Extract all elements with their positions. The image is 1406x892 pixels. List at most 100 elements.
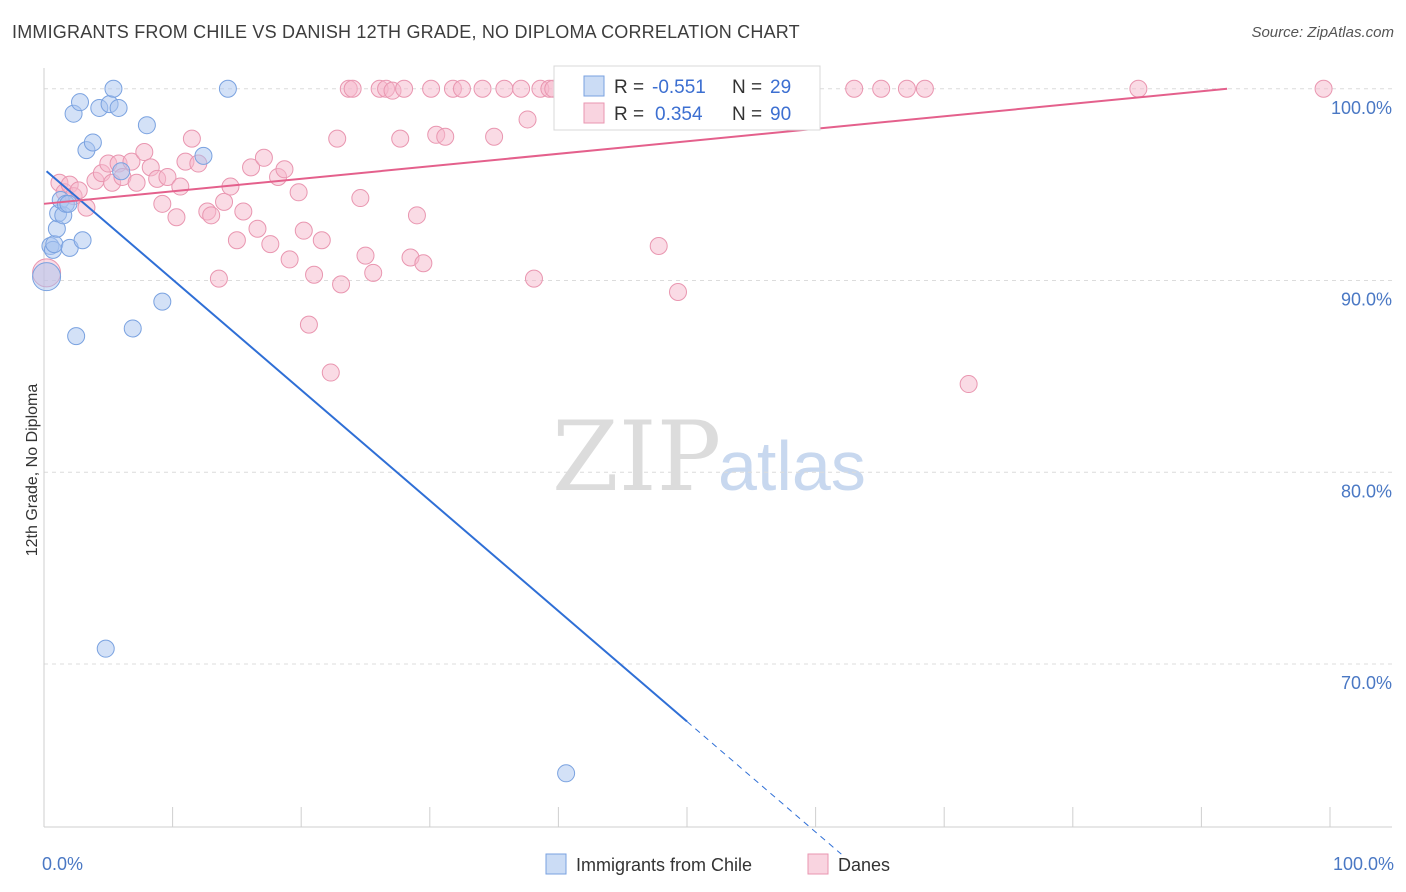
chart-title: IMMIGRANTS FROM CHILE VS DANISH 12TH GRA… <box>12 22 800 42</box>
point-chile <box>71 93 90 112</box>
point-danes <box>289 183 308 202</box>
x-tick-label: 100.0% <box>1333 854 1394 874</box>
series-legend: Immigrants from Chile Danes <box>545 853 890 875</box>
point-danes <box>485 127 504 146</box>
point-danes <box>351 189 370 208</box>
legend-r-label-chile: R = <box>614 77 644 98</box>
watermark-zip: ZIP <box>552 401 721 513</box>
point-danes <box>242 158 261 177</box>
point-danes <box>299 315 318 334</box>
point-chile <box>218 79 237 98</box>
point-chile <box>123 319 142 338</box>
legend-n-label-danes: N = <box>732 104 762 125</box>
axes <box>43 68 1392 828</box>
point-danes <box>248 219 267 238</box>
point-danes <box>171 177 190 196</box>
y-tick-label: 70.0% <box>1341 673 1392 693</box>
point-danes <box>294 221 313 240</box>
point-danes <box>280 250 299 269</box>
point-danes <box>234 202 253 221</box>
point-danes <box>227 231 246 250</box>
point-danes <box>872 79 891 98</box>
point-danes <box>845 79 864 98</box>
point-danes <box>395 79 414 98</box>
point-chile <box>557 764 576 783</box>
point-danes <box>158 167 177 186</box>
legend-r-value-chile: -0.551 <box>652 77 706 98</box>
point-danes <box>364 263 383 282</box>
point-danes <box>312 231 331 250</box>
point-danes <box>328 129 347 148</box>
point-danes <box>135 143 154 162</box>
y-tick-label: 90.0% <box>1341 290 1392 310</box>
point-chile <box>67 327 86 346</box>
series-swatch-chile <box>545 853 567 875</box>
point-danes <box>356 246 375 265</box>
y-tick-label: 100.0% <box>1331 98 1392 118</box>
trend-lines <box>43 87 1228 855</box>
point-danes <box>524 269 543 288</box>
series-label-danes: Danes <box>838 855 890 875</box>
correlation-legend: R = -0.551 N = 29 R = 0.354 N = 90 <box>553 65 821 131</box>
point-danes <box>452 79 471 98</box>
point-danes <box>414 254 433 273</box>
point-danes <box>343 79 362 98</box>
point-chile <box>59 194 78 213</box>
legend-r-value-danes: 0.354 <box>655 104 703 125</box>
series-label-chile: Immigrants from Chile <box>576 855 752 875</box>
point-danes <box>202 206 221 225</box>
point-danes <box>261 235 280 254</box>
point-chile <box>112 162 131 181</box>
point-chile <box>45 235 64 254</box>
point-danes <box>182 129 201 148</box>
point-chile <box>73 231 92 250</box>
legend-swatch-danes <box>583 102 605 124</box>
point-chile <box>153 292 172 311</box>
point-chile <box>83 133 102 152</box>
trend-line-chile <box>45 170 688 723</box>
trend-line-danes <box>43 87 1228 205</box>
point-chile <box>32 262 62 292</box>
y-tick-labels: 100.0% 90.0% 80.0% 70.0% <box>1331 98 1392 693</box>
point-danes <box>897 79 916 98</box>
point-chile <box>137 116 156 135</box>
point-danes <box>407 206 426 225</box>
point-danes <box>1314 79 1333 98</box>
point-danes <box>215 192 234 211</box>
point-danes <box>127 173 146 192</box>
point-danes <box>275 160 294 179</box>
point-danes <box>436 127 455 146</box>
point-danes <box>473 79 492 98</box>
gridlines <box>44 88 1392 665</box>
legend-n-value-chile: 29 <box>770 77 791 98</box>
point-danes <box>332 275 351 294</box>
y-axis-label: 12th Grade, No Diploma <box>24 384 41 557</box>
point-danes <box>422 79 441 98</box>
point-danes <box>649 236 668 255</box>
point-danes <box>495 79 514 98</box>
x-tick-label: 0.0% <box>42 854 83 874</box>
point-danes <box>321 363 340 382</box>
point-danes <box>391 129 410 148</box>
y-tick-label: 80.0% <box>1341 481 1392 501</box>
point-danes <box>915 79 934 98</box>
x-tick-labels: 0.0% 100.0% <box>42 854 1394 874</box>
point-danes <box>305 265 324 284</box>
series-swatch-danes <box>807 853 829 875</box>
point-danes <box>959 375 978 394</box>
legend-swatch-chile <box>583 75 605 97</box>
point-danes <box>1129 79 1148 98</box>
point-danes <box>209 269 228 288</box>
point-chile <box>96 639 115 658</box>
point-danes <box>518 110 537 129</box>
trend-line-chile-extension <box>686 721 842 855</box>
point-danes <box>512 79 531 98</box>
legend-n-value-danes: 90 <box>770 104 791 125</box>
source-credit: Source: ZipAtlas.com <box>1251 24 1394 41</box>
watermark-atlas: atlas <box>718 427 866 505</box>
point-danes <box>167 208 186 227</box>
point-danes <box>254 148 273 167</box>
point-chile <box>194 146 213 165</box>
point-chile <box>104 79 123 98</box>
